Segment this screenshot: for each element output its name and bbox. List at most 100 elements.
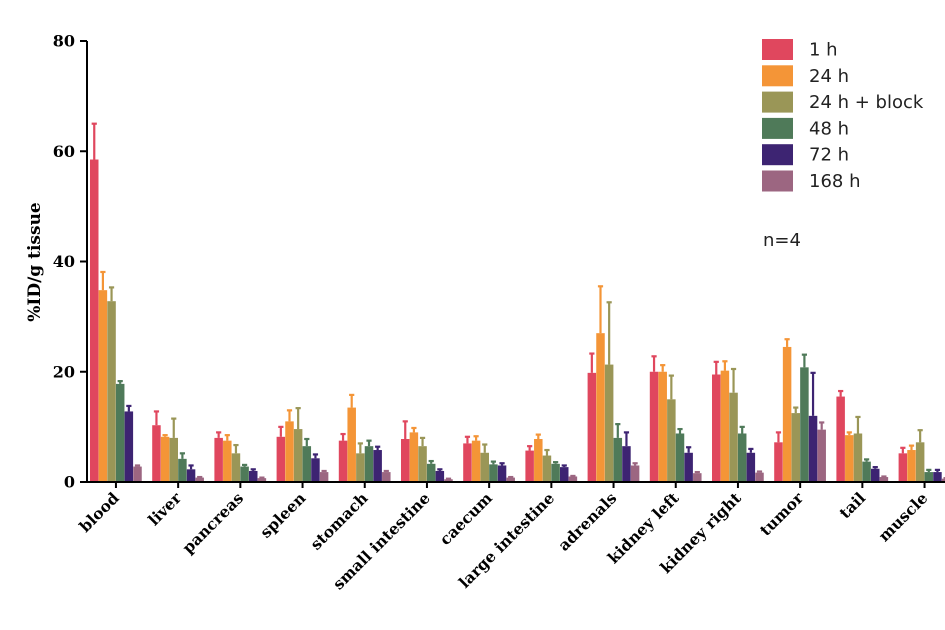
sample-size-annotation: n=4 [763, 230, 801, 251]
bar [169, 437, 178, 482]
x-tick-label: liver [144, 488, 185, 529]
bar [152, 425, 161, 482]
bar [836, 396, 845, 482]
bar [249, 470, 258, 482]
bar [684, 452, 693, 482]
legend-swatch [762, 144, 793, 166]
bar [907, 450, 916, 482]
bar [587, 372, 597, 482]
y-tick-label: 0 [64, 473, 75, 492]
bar [186, 469, 196, 482]
legend-label: 48 h [809, 118, 849, 139]
bar [791, 413, 800, 482]
bar [463, 443, 472, 482]
bar [302, 446, 312, 482]
bar [223, 440, 232, 482]
legend-label: 24 h + block [809, 92, 924, 113]
legend-swatch [762, 117, 793, 139]
bar [293, 429, 303, 482]
bar [178, 458, 187, 482]
bar [622, 446, 631, 482]
bar [924, 472, 934, 482]
bar [800, 367, 809, 482]
bar [382, 472, 391, 482]
bar [435, 470, 445, 482]
bar [613, 437, 623, 482]
y-tick-label: 80 [53, 32, 75, 51]
y-tick-label: 60 [53, 142, 75, 161]
x-tick-label: muscle [874, 488, 931, 545]
x-tick-label: tumor [756, 488, 808, 540]
bar [214, 437, 223, 482]
bar [426, 463, 436, 482]
bar [373, 450, 382, 482]
bar [737, 433, 747, 482]
bar [630, 465, 640, 482]
bar [133, 466, 142, 482]
x-tick-label: blood [75, 488, 123, 536]
bar [551, 463, 560, 482]
bar [231, 453, 241, 482]
bar [729, 392, 738, 482]
legend-label: 72 h [809, 145, 849, 166]
bar [195, 477, 204, 482]
bar [418, 446, 427, 482]
bar [311, 458, 320, 482]
bar [782, 346, 792, 482]
bar [596, 333, 605, 482]
bar [444, 479, 453, 482]
bar [915, 442, 925, 482]
bar [871, 468, 880, 482]
bars-layer [90, 122, 945, 483]
bar [675, 433, 685, 482]
bar [774, 442, 783, 482]
bar [319, 472, 329, 482]
bar [356, 453, 365, 482]
legend-swatch [762, 170, 793, 192]
bar [90, 159, 99, 483]
x-tick-label: pancreas [178, 488, 247, 557]
bar [933, 472, 942, 482]
bar [160, 436, 170, 482]
legend-swatch [762, 39, 793, 60]
y-tick-label: 40 [53, 252, 75, 271]
bar [746, 452, 756, 482]
bar [401, 439, 410, 482]
bar [853, 433, 863, 482]
x-tick-label: spleen [256, 488, 309, 541]
bar [879, 477, 889, 482]
bar [115, 383, 125, 482]
legend: 1 h 24 h 24 h + block 48 h 72 h 168 h [762, 39, 924, 192]
bar [720, 370, 730, 482]
bar [107, 301, 116, 482]
bar [568, 476, 578, 482]
bar [534, 439, 543, 482]
x-tick-label: tail [835, 488, 869, 522]
bar [409, 432, 419, 482]
bar [364, 446, 374, 482]
bar [276, 436, 286, 482]
legend-label: 168 h [809, 171, 861, 192]
bar [808, 415, 818, 482]
bar [471, 440, 481, 482]
legend-swatch [762, 91, 793, 113]
bar [604, 364, 614, 482]
bar [667, 399, 676, 482]
bar [817, 429, 826, 482]
bar [506, 477, 515, 482]
y-axis-title: %ID/g tissue [25, 202, 45, 322]
bar [480, 452, 489, 482]
bar [525, 450, 534, 482]
legend-label: 1 h [809, 40, 838, 61]
bar [542, 455, 552, 482]
bar [257, 478, 267, 482]
bar [98, 290, 108, 482]
bar [898, 453, 908, 482]
bar [845, 435, 854, 482]
x-tick-label: stomach [306, 488, 371, 553]
bar [560, 467, 569, 482]
y-tick-label: 20 [53, 362, 75, 381]
bar [285, 421, 294, 482]
